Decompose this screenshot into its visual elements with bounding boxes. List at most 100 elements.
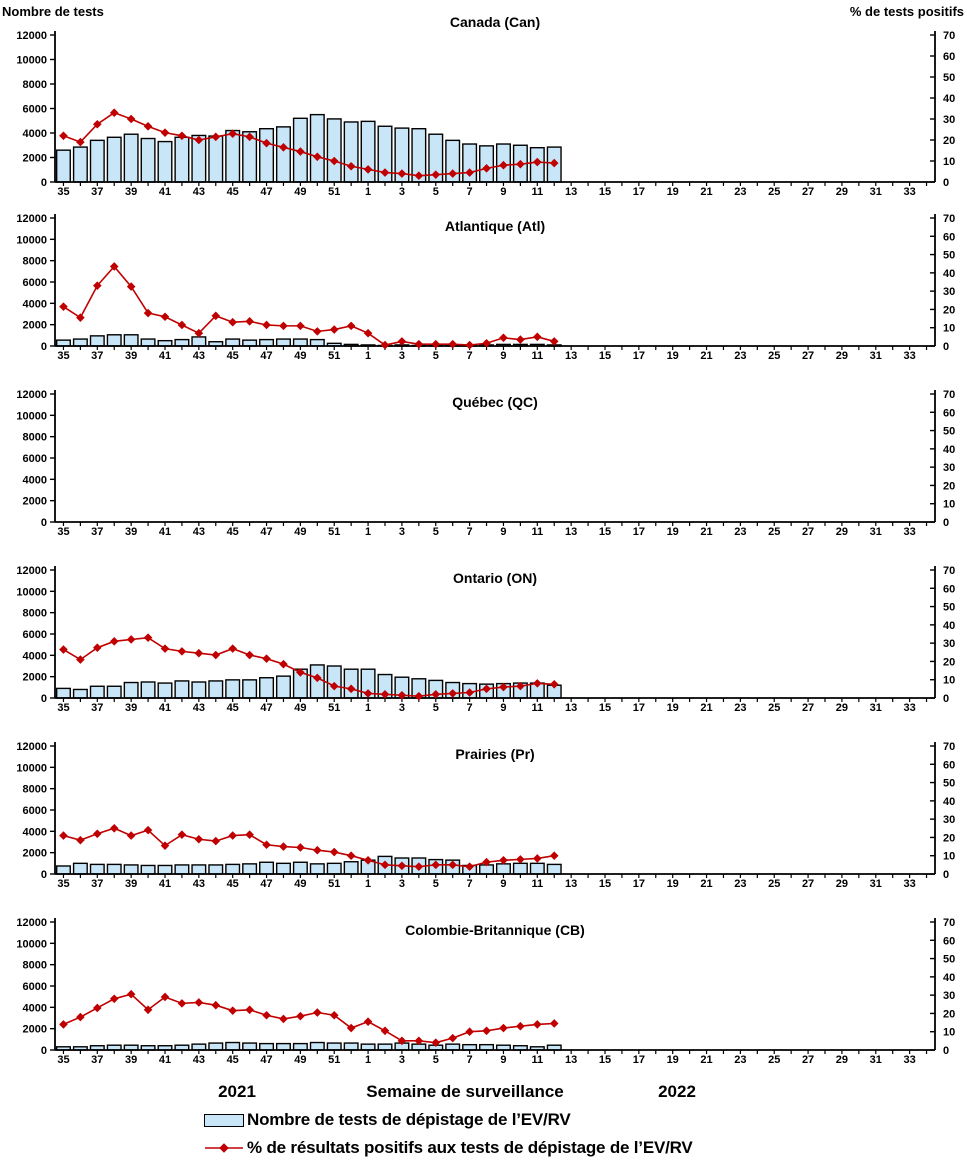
bar <box>55 687 71 699</box>
bar <box>292 861 308 875</box>
bar <box>309 338 325 347</box>
chart-footer: 2021 Semaine de surveillance 2022 Nombre… <box>0 1080 967 1172</box>
x-tick-label: 35 <box>57 186 69 198</box>
bar-swatch-icon <box>204 1113 244 1127</box>
x-tick-label: 23 <box>734 350 746 362</box>
left-tick-label: 12000 <box>16 389 47 401</box>
x-tick-label: 45 <box>227 1054 239 1066</box>
chart-pr: 0 2000 4000 6000 8000 10000 12000 0 10 20 30 40 50 60… <box>16 741 955 890</box>
x-tick-label: 21 <box>700 350 712 362</box>
x-tick-label: 35 <box>57 1054 69 1066</box>
diamond-marker <box>482 164 491 173</box>
x-tick-label: 29 <box>836 526 848 538</box>
diamond-marker <box>228 317 237 327</box>
right-tick-label: 70 <box>943 389 955 401</box>
x-tick-label: 9 <box>500 702 506 714</box>
bar <box>259 1042 275 1051</box>
left-tick-label: 2000 <box>23 1024 47 1036</box>
right-tick-label: 10 <box>943 675 955 687</box>
bar <box>275 338 291 347</box>
x-tick-label: 51 <box>328 702 340 714</box>
x-tick-label: 3 <box>399 350 405 362</box>
x-tick-label: 39 <box>125 350 137 362</box>
chart-qc: 0 2000 4000 6000 8000 10000 12000 0 10 20 30 40 50 60… <box>16 389 955 538</box>
x-tick-label: 41 <box>159 526 171 538</box>
diamond-marker <box>76 313 85 322</box>
bar <box>123 334 139 347</box>
panel-title: Colombie-Britannique (CB) <box>405 922 585 938</box>
x-tick-label: 27 <box>802 878 814 890</box>
diamond-marker <box>126 114 136 124</box>
diamond-marker <box>228 644 237 653</box>
x-tick-label: 43 <box>193 186 205 198</box>
bar <box>72 688 88 699</box>
diamond-marker <box>329 847 339 857</box>
x-tick-label: 47 <box>260 702 272 714</box>
right-tick-label: 60 <box>943 231 955 243</box>
diamond-marker <box>109 108 119 117</box>
left-tick-label: 0 <box>41 869 47 881</box>
bar <box>225 1041 241 1051</box>
bar <box>292 338 308 347</box>
x-tick-label: 37 <box>91 702 103 714</box>
x-tick-label: 11 <box>531 702 543 714</box>
diamond-marker <box>296 1011 305 1021</box>
right-tick-label: 30 <box>943 638 955 650</box>
diamond-marker <box>533 157 542 167</box>
right-tick-label: 60 <box>943 935 955 947</box>
panel-ontario: 0 2000 4000 6000 8000 10000 12000 0 10 20 30 40 50 60… <box>0 552 967 728</box>
x-tick-label: 35 <box>57 526 69 538</box>
x-tick-label: 37 <box>91 350 103 362</box>
x-tick-label: 25 <box>768 1054 780 1066</box>
diamond-marker <box>245 650 254 660</box>
diamond-marker <box>279 143 288 152</box>
diamond-marker <box>126 635 136 644</box>
x-tick-label: 15 <box>599 186 611 198</box>
x-tick-label: 27 <box>802 1054 814 1066</box>
legend-item-pct-positive: % de résultats positifs aux tests de dép… <box>200 1134 693 1162</box>
diamond-marker <box>160 312 170 322</box>
x-tick-label: 41 <box>159 878 171 890</box>
x-tick-label: 5 <box>433 526 439 538</box>
legend-item-tests: Nombre de tests de dépistage de l’EV/RV <box>200 1106 693 1134</box>
x-tick-label: 19 <box>667 526 679 538</box>
bar <box>326 1042 342 1051</box>
left-tick-label: 0 <box>41 341 47 353</box>
diamond-marker <box>397 169 407 178</box>
bar <box>225 338 241 347</box>
diamond-marker <box>211 836 221 846</box>
diamond-marker <box>363 328 373 338</box>
x-tick-label: 45 <box>227 702 239 714</box>
diamond-marker <box>363 165 373 174</box>
x-tick-label: 5 <box>433 186 439 198</box>
x-tick-label: 21 <box>700 186 712 198</box>
bar <box>174 864 190 875</box>
diamond-marker <box>397 1036 407 1046</box>
diamond-marker <box>296 321 305 331</box>
diamond-marker <box>228 129 237 138</box>
right-tick-label: 20 <box>943 1008 955 1020</box>
left-tick-label: 2000 <box>23 320 47 332</box>
right-tick-label: 0 <box>943 341 949 353</box>
diamond-marker <box>109 994 119 1004</box>
diamond-marker <box>262 320 271 330</box>
diamond-marker <box>93 1003 102 1013</box>
x-tick-label: 49 <box>294 526 306 538</box>
x-tick-label: 23 <box>734 702 746 714</box>
panel-title: Québec (QC) <box>452 394 538 410</box>
diamond-marker <box>296 843 305 852</box>
left-tick-label: 8000 <box>23 608 47 620</box>
diamond-marker <box>93 643 102 653</box>
x-tick-label: 47 <box>260 1054 272 1066</box>
diamond-marker <box>533 332 542 342</box>
bar <box>309 113 325 183</box>
right-tick-label: 30 <box>943 286 955 298</box>
diamond-marker <box>499 333 508 343</box>
x-tick-label: 15 <box>599 702 611 714</box>
x-tick-label: 11 <box>531 1054 543 1066</box>
bar <box>174 680 190 699</box>
x-tick-label: 25 <box>768 186 780 198</box>
panel-title: Canada (Can) <box>450 14 540 30</box>
x-tick-label: 21 <box>700 1054 712 1066</box>
x-tick-label: 43 <box>193 878 205 890</box>
